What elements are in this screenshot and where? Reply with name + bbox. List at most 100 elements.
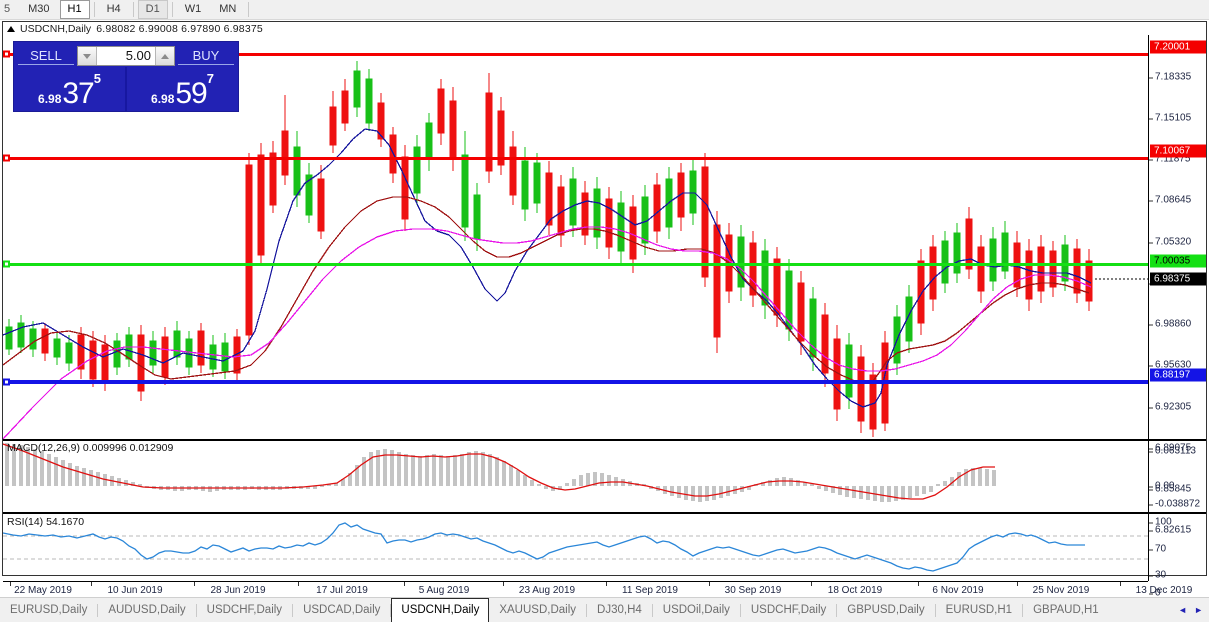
tab-scroll-left-icon[interactable]: ◄ [1178,605,1188,615]
level-handle-710067[interactable] [3,154,10,162]
tab-divider [739,603,741,617]
rsi-series [3,522,1148,572]
macd-pane[interactable]: MACD(12,26,9) 0.009996 0.012909 [3,441,1148,513]
toolbar-divider [132,2,134,17]
tab-usdcad-daily[interactable]: USDCAD,Daily [303,604,381,616]
tab-usdoil-daily[interactable]: USDOil,Daily [662,604,730,616]
pane-divider-macd-rsi [3,512,1206,513]
tab-eurusd-daily[interactable]: EURUSD,Daily [10,604,88,616]
buy-price-quote[interactable]: 6.98 59 7 [127,67,238,111]
price-tag-resistance-720001[interactable]: 7.20001 [1150,40,1206,54]
price-tick: 7.18335 [1149,72,1191,83]
toolbar-divider [248,2,250,17]
chart-header: USDCNH,Daily 6.98082 6.99008 6.97890 6.9… [3,22,1206,35]
date-tick: 11 Sep 2019 [622,585,678,596]
price-tick: 7.15105 [1149,113,1191,124]
pane-divider-price-macd [3,439,1206,440]
tab-usdchf-daily-2[interactable]: USDCHF,Daily [750,604,827,616]
sell-price-quote[interactable]: 6.98 37 5 [14,67,127,111]
price-scale[interactable]: 7.18335 7.15105 7.11875 7.08645 7.05320 … [1148,35,1206,599]
timeframe-m30[interactable]: M30 [28,3,50,15]
macd-signal-line [3,443,995,500]
date-tick: 25 Nov 2019 [1032,585,1090,596]
triangle-up-icon [7,25,15,32]
sell-button[interactable]: SELL [18,48,74,65]
tab-gbpusd-daily[interactable]: GBPUSD,Daily [847,604,925,616]
one-click-trading-panel[interactable]: SELL 5.00 BUY 6.98 37 5 [13,41,239,112]
tab-dj30-h4[interactable]: DJ30,H4 [597,604,642,616]
price-tick: 6.95630 [1149,360,1191,371]
chart-symbol-label: USDCNH,Daily [20,22,92,35]
macd-series [3,443,996,502]
level-line-resistance-710067[interactable] [3,157,1148,160]
octp-controls-row: SELL 5.00 BUY [14,42,238,67]
price-tick: 7.05320 [1149,237,1191,248]
timeframe-toolbar: 5 M30 H1 H4 D1 W1 MN [0,0,1209,20]
tab-divider [390,603,392,617]
scale-divider-2b [1149,513,1206,514]
rsi-line [3,522,1085,572]
timeframe-w1[interactable]: W1 [184,3,202,15]
tab-usdchf-daily[interactable]: USDCHF,Daily [206,604,283,616]
rsi-tick: 0 [1149,588,1161,599]
macd-tick: -0.038872 [1149,499,1200,510]
pane-divider-price-macd-2 [3,440,1206,441]
price-tick: 6.98860 [1149,319,1191,330]
chevron-up-icon [161,53,169,59]
level-line-support-688197[interactable] [3,380,1148,384]
tab-divider [97,603,99,617]
price-tick: 7.11875 [1149,154,1190,165]
toolbar-divider [171,2,173,17]
tab-scroll-controls[interactable]: ◄ ► [1172,598,1209,622]
rsi-tick: 100 [1149,517,1172,528]
tab-usdcnh-daily[interactable]: USDCNH,Daily [391,598,490,622]
volume-stepper[interactable]: 5.00 [77,46,175,66]
tab-audusd-daily[interactable]: AUDUSD,Daily [108,604,186,616]
rsi-pane[interactable]: RSI(14) 54.1670 [3,515,1148,581]
tab-divider [651,603,653,617]
tab-divider [292,603,294,617]
price-tick: 6.92305 [1149,402,1191,413]
tab-divider [836,603,838,617]
price-pane[interactable] [3,35,1148,439]
tab-gbpaud-h1[interactable]: GBPAUD,H1 [1033,604,1099,616]
price-tag-resistance-710067[interactable]: 7.10067 [1150,144,1206,158]
level-line-support-700035[interactable] [3,263,1148,266]
rsi-tick: 70 [1149,544,1166,555]
date-tick: 22 May 2019 [14,585,72,596]
timeframe-d1[interactable]: D1 [137,0,168,19]
tab-eurusd-h1[interactable]: EURUSD,H1 [945,604,1013,616]
scale-divider-2 [1149,512,1206,513]
date-tick: 10 Jun 2019 [107,585,163,596]
timeframe-m5[interactable]: 5 [4,3,11,15]
buy-price-main: 59 [175,77,207,110]
price-tag-support-700035[interactable]: 7.00035 [1150,254,1206,268]
level-handle-688197[interactable] [3,378,10,386]
tab-divider [934,603,936,617]
date-scale[interactable]: 22 May 2019 10 Jun 2019 28 Jun 2019 17 J… [3,581,1192,601]
timeframe-h4[interactable]: H4 [106,3,121,15]
volume-input[interactable]: 5.00 [97,47,155,65]
sell-price-point: 5 [93,71,101,86]
chevron-down-icon [83,53,91,59]
level-line-resistance-720001[interactable] [3,53,1148,56]
date-tick: 28 Jun 2019 [210,585,266,596]
buy-price-point: 7 [206,71,214,86]
volume-decrease-button[interactable] [78,47,97,65]
timeframe-h1[interactable]: H1 [59,0,90,19]
level-handle-720001[interactable] [3,50,10,58]
buy-button[interactable]: BUY [178,48,234,65]
chart-tab-bar[interactable]: EURUSD,Daily AUDUSD,Daily USDCHF,Daily U… [0,597,1209,622]
timeframe-mn[interactable]: MN [219,3,237,15]
volume-increase-button[interactable] [155,47,174,65]
level-handle-700035[interactable] [3,260,10,268]
price-tick: 6.85845 [1149,484,1191,495]
chart-canvas[interactable]: USDCNH,Daily 6.98082 6.99008 6.97890 6.9… [2,21,1207,599]
date-tick: 23 Aug 2019 [518,585,576,596]
tab-scroll-right-icon[interactable]: ► [1194,605,1203,615]
price-tick: 6.82615 [1149,525,1191,536]
price-tag-support-688197[interactable]: 6.88197 [1150,368,1206,382]
tab-xauusd-daily[interactable]: XAUUSD,Daily [499,604,577,616]
ma-slow-line [3,226,1092,439]
price-tick: 6.89075 [1149,443,1191,454]
